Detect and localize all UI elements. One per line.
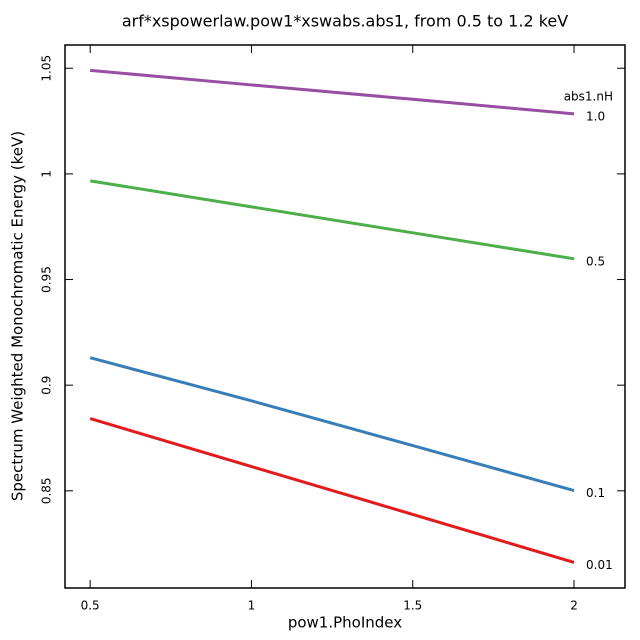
- chart-title: arf*xspowerlaw.pow1*xswabs.abs1, from 0.…: [122, 12, 568, 31]
- x-tick-label: 2: [570, 599, 578, 613]
- y-tick-label: 0.95: [40, 266, 54, 293]
- x-tick-label: 0.5: [81, 599, 100, 613]
- x-tick-label: 1: [248, 599, 256, 613]
- plot-frame: [64, 44, 626, 589]
- series-line: [89, 356, 575, 493]
- series-label: 0.5: [586, 254, 605, 268]
- x-tick-label: 1.5: [403, 599, 422, 613]
- series-line: [90, 68, 575, 116]
- series-line: [89, 417, 575, 564]
- y-tick-label: 1: [40, 170, 54, 178]
- y-tick-label: 0.9: [40, 376, 54, 395]
- series-label: 0.01: [586, 558, 613, 572]
- x-axis-label: pow1.PhoIndex: [288, 614, 402, 632]
- y-tick-label: 0.85: [40, 477, 54, 504]
- series-label: 1.0: [586, 109, 605, 123]
- y-axis-label: Spectrum Weighted Monochromatic Energy (…: [9, 131, 27, 501]
- legend-title: abs1.nH: [564, 90, 613, 104]
- series-label: 0.1: [586, 486, 605, 500]
- y-tick-label: 1.05: [40, 55, 54, 82]
- series-line: [89, 179, 575, 261]
